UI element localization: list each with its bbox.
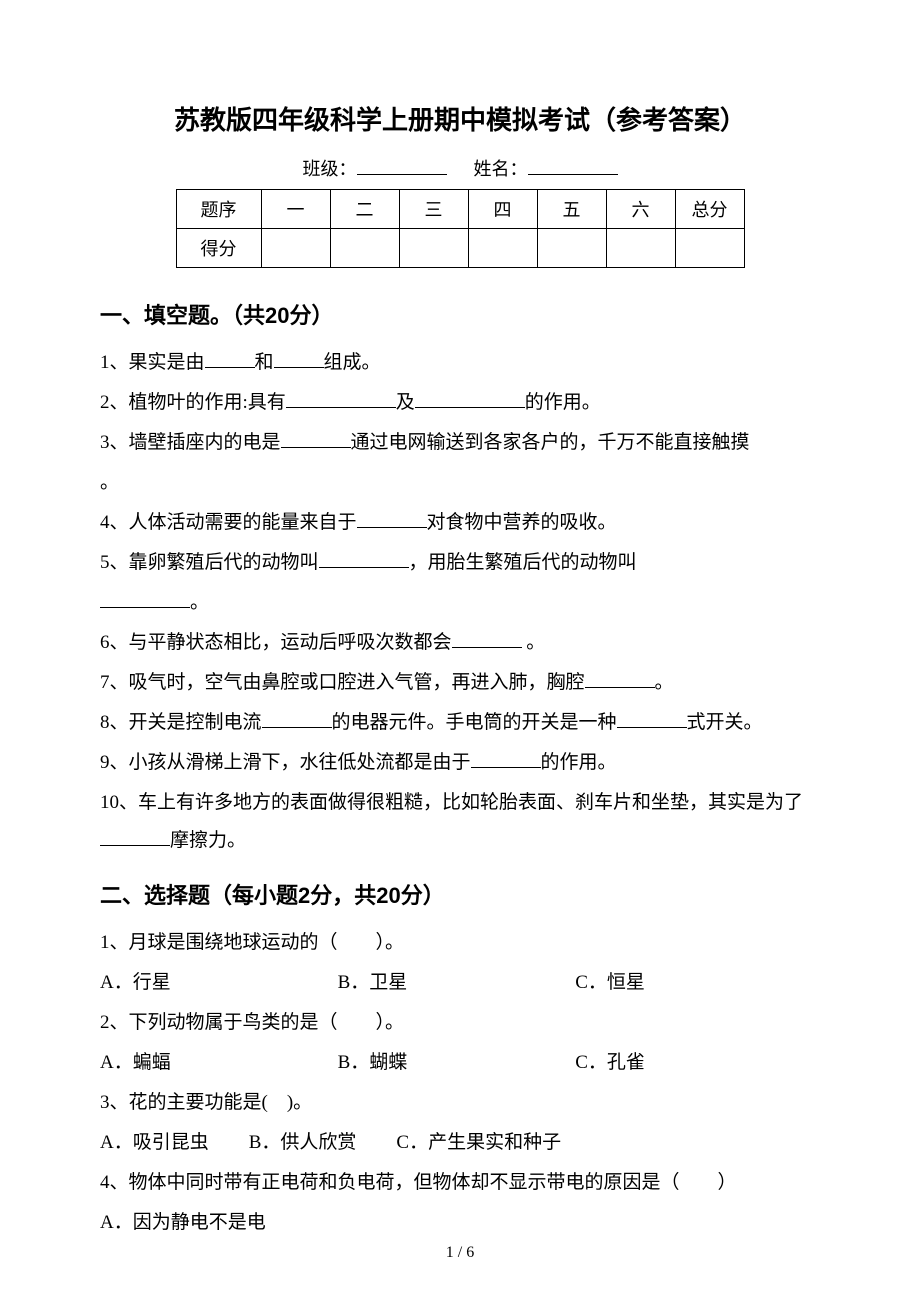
- text: 通过电网输送到各家各户的，千万不能直接触摸: [351, 432, 750, 453]
- text: 6、与平静状态相比，运动后呼吸次数都会: [100, 632, 452, 653]
- text: 式开关。: [687, 712, 763, 733]
- table-cell: [399, 229, 468, 268]
- s1-q2: 2、植物叶的作用:具有 及 的作用。: [100, 384, 820, 422]
- blank: [617, 708, 687, 728]
- text: 及: [396, 392, 415, 413]
- text: 9、小孩从滑梯上滑下，水往低处流都是由于: [100, 752, 471, 773]
- text: 组成。: [324, 352, 381, 373]
- name-blank: [528, 156, 618, 175]
- table-cell: 题序: [176, 190, 261, 229]
- name-label: 姓名：: [474, 159, 528, 179]
- option: B．供人欣赏: [249, 1124, 357, 1162]
- section2-header: 二、选择题（每小题2分，共20分）: [100, 878, 820, 910]
- s1-q4: 4、人体活动需要的能量来自于 对食物中营养的吸收。: [100, 504, 820, 542]
- blank: [100, 826, 170, 846]
- s2-q3-options: A．吸引昆虫 B．供人欣赏 C．产生果实和种子: [100, 1124, 820, 1162]
- table-cell: 三: [399, 190, 468, 229]
- class-label: 班级：: [303, 159, 357, 179]
- text: 1、果实是由: [100, 352, 205, 373]
- s1-q1: 1、果实是由 和 组成。: [100, 344, 820, 382]
- s1-q6: 6、与平静状态相比，运动后呼吸次数都会 。: [100, 624, 820, 662]
- blank: [281, 428, 351, 448]
- text: ，用胎生繁殖后代的动物叫: [409, 552, 637, 573]
- option: A．蝙蝠: [100, 1044, 338, 1082]
- class-blank: [357, 156, 447, 175]
- s1-q7: 7、吸气时，空气由鼻腔或口腔进入气管，再进入肺，胸腔 。: [100, 664, 820, 702]
- option: B．卫星: [338, 964, 576, 1002]
- option: B．蝴蝶: [338, 1044, 576, 1082]
- section1-header: 一、填空题。（共20分）: [100, 298, 820, 330]
- table-cell: 一: [261, 190, 330, 229]
- option: A．吸引昆虫: [100, 1124, 209, 1162]
- text: 的作用。: [541, 752, 617, 773]
- text: 的电器元件。手电筒的开关是一种: [332, 712, 617, 733]
- table-cell: 二: [330, 190, 399, 229]
- s2-q4: 4、物体中同时带有正电荷和负电荷，但物体却不显示带电的原因是（ ）: [100, 1164, 820, 1202]
- text: 。: [190, 592, 209, 613]
- blank: [585, 668, 655, 688]
- text: 和: [255, 352, 274, 373]
- table-cell: 六: [606, 190, 675, 229]
- blank: [471, 748, 541, 768]
- blank: [100, 588, 190, 608]
- table-row: 题序 一 二 三 四 五 六 总分: [176, 190, 744, 229]
- table-cell: [468, 229, 537, 268]
- text: 7、吸气时，空气由鼻腔或口腔进入气管，再进入肺，胸腔: [100, 672, 585, 693]
- s1-q5: 5、靠卵繁殖后代的动物叫 ，用胎生繁殖后代的动物叫: [100, 544, 820, 582]
- option: A．行星: [100, 964, 338, 1002]
- table-cell: 得分: [176, 229, 261, 268]
- table-cell: 总分: [675, 190, 744, 229]
- blank: [452, 628, 522, 648]
- s1-q8: 8、开关是控制电流 的电器元件。手电筒的开关是一种 式开关。: [100, 704, 820, 742]
- blank: [274, 348, 324, 368]
- text: 2、植物叶的作用:具有: [100, 392, 286, 413]
- table-cell: [675, 229, 744, 268]
- text: 。: [100, 472, 119, 493]
- s2-q3: 3、花的主要功能是( )。: [100, 1084, 820, 1122]
- text: 4、人体活动需要的能量来自于: [100, 512, 357, 533]
- score-table: 题序 一 二 三 四 五 六 总分 得分: [176, 189, 745, 268]
- blank: [415, 388, 525, 408]
- option: C．恒星: [575, 964, 813, 1002]
- s2-q1-options: A．行星 B．卫星 C．恒星: [100, 964, 820, 1002]
- blank: [286, 388, 396, 408]
- page-number: 1 / 6: [0, 1244, 920, 1262]
- table-cell: 四: [468, 190, 537, 229]
- s1-q3: 3、墙壁插座内的电是 通过电网输送到各家各户的，千万不能直接触摸: [100, 424, 820, 462]
- blank: [357, 508, 427, 528]
- s1-q10: 10、车上有许多地方的表面做得很粗糙，比如轮胎表面、刹车片和坐垫，其实是为了摩擦…: [100, 784, 820, 860]
- text: 对食物中营养的吸收。: [427, 512, 617, 533]
- table-cell: [330, 229, 399, 268]
- text: 3、墙壁插座内的电是: [100, 432, 281, 453]
- s2-q2: 2、下列动物属于鸟类的是（ ）。: [100, 1004, 820, 1042]
- table-cell: [606, 229, 675, 268]
- blank: [262, 708, 332, 728]
- table-cell: [261, 229, 330, 268]
- text: 的作用。: [525, 392, 601, 413]
- s2-q2-options: A．蝙蝠 B．蝴蝶 C．孔雀: [100, 1044, 820, 1082]
- table-cell: [537, 229, 606, 268]
- table-cell: 五: [537, 190, 606, 229]
- blank: [205, 348, 255, 368]
- s1-q3-cont: 。: [100, 464, 820, 502]
- option: C．产生果实和种子: [396, 1124, 561, 1162]
- s2-q1: 1、月球是围绕地球运动的（ ）。: [100, 924, 820, 962]
- text: 摩擦力。: [170, 830, 246, 851]
- s2-q4-optA: A．因为静电不是电: [100, 1204, 820, 1242]
- text: 。: [522, 632, 546, 653]
- s1-q9: 9、小孩从滑梯上滑下，水往低处流都是由于 的作用。: [100, 744, 820, 782]
- text: 8、开关是控制电流: [100, 712, 262, 733]
- meta-line: 班级： 姓名：: [100, 155, 820, 181]
- text: 5、靠卵繁殖后代的动物叫: [100, 552, 319, 573]
- text: 。: [655, 672, 674, 693]
- blank: [319, 548, 409, 568]
- text: 10、车上有许多地方的表面做得很粗糙，比如轮胎表面、刹车片和坐垫，其实是为了: [100, 792, 803, 813]
- s1-q5-cont: 。: [100, 584, 820, 622]
- exam-title: 苏教版四年级科学上册期中模拟考试（参考答案）: [100, 100, 820, 137]
- table-row: 得分: [176, 229, 744, 268]
- option: C．孔雀: [575, 1044, 813, 1082]
